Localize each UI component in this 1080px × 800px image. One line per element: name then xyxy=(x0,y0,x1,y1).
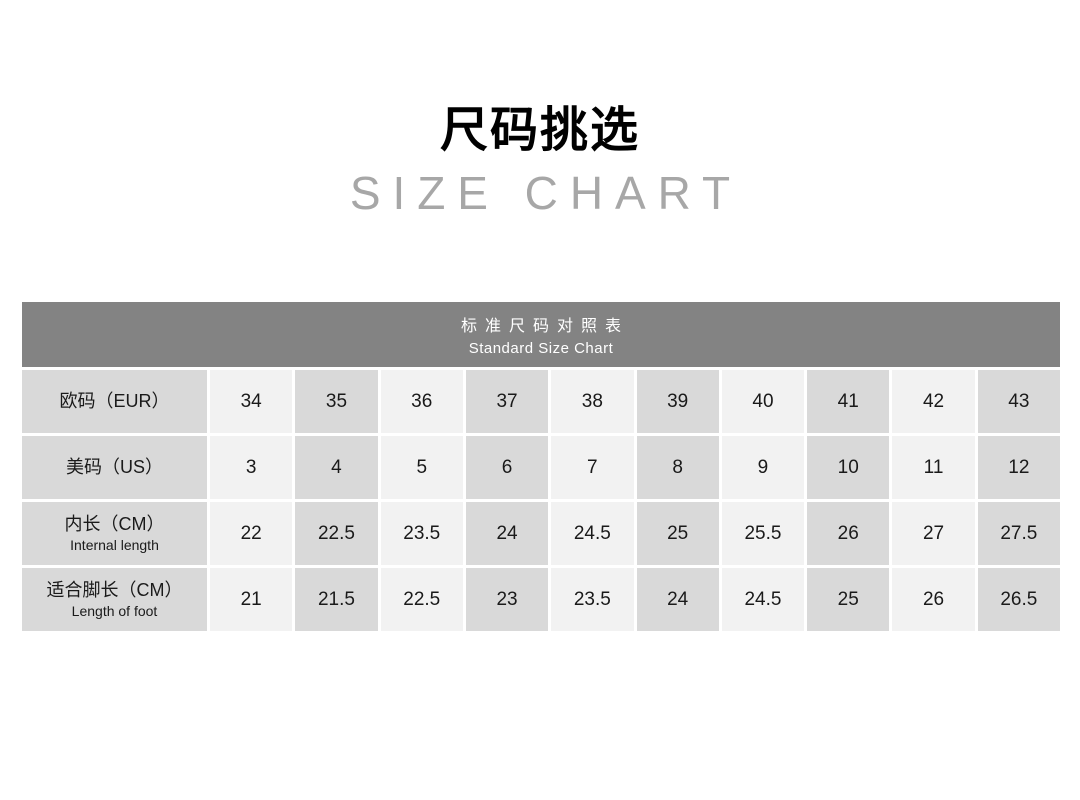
table-grid: 欧码（EUR） 34 35 36 37 38 39 40 41 42 43 美码（US） 3 4 5 6 7 8 9… xyxy=(22,370,1060,631)
table-header-title-zh: 标准尺码对照表 xyxy=(460,318,629,335)
size-value-cell: 36 xyxy=(380,370,463,433)
size-value-cell: 27 xyxy=(892,502,975,565)
page-subtitle: SIZE CHART xyxy=(349,167,743,219)
row-label-zh: 适合脚长（CM） xyxy=(46,579,183,600)
size-value-cell: 24.5 xyxy=(551,502,634,565)
size-value-cell: 40 xyxy=(721,370,805,433)
size-value-cell: 23.5 xyxy=(551,568,634,631)
size-value-cell: 24.5 xyxy=(721,568,805,631)
page-title: 尺码挑选 xyxy=(439,104,640,157)
row-label: 适合脚长（CM） Length of foot xyxy=(22,568,207,631)
size-chart-table: 标准尺码对照表 Standard Size Chart 欧码（EUR） 34 35 3… xyxy=(22,302,1060,631)
size-value-cell: 21 xyxy=(210,568,293,631)
size-value-cell: 39 xyxy=(636,370,719,433)
size-value-cell: 23 xyxy=(465,568,549,631)
size-value-cell: 6 xyxy=(465,436,549,499)
row-label-zh: 美码（US） xyxy=(65,456,163,477)
row-label-en: Internal length xyxy=(70,537,159,554)
size-value-cell: 21.5 xyxy=(295,568,378,631)
row-label: 内长（CM） Internal length xyxy=(22,502,207,565)
size-value-cell: 43 xyxy=(977,370,1060,433)
size-value-cell: 5 xyxy=(380,436,463,499)
size-value-cell: 9 xyxy=(721,436,805,499)
size-value-cell: 26 xyxy=(892,568,975,631)
size-value-cell: 42 xyxy=(892,370,975,433)
size-value-cell: 37 xyxy=(465,370,549,433)
size-value-cell: 25 xyxy=(807,568,890,631)
row-label-zh: 欧码（EUR） xyxy=(59,390,170,411)
size-value-cell: 41 xyxy=(807,370,890,433)
row-label-en: Length of foot xyxy=(71,603,158,620)
size-value-cell: 27.5 xyxy=(977,502,1060,565)
size-value-cell: 34 xyxy=(210,370,293,433)
size-value-cell: 38 xyxy=(551,370,634,433)
size-value-cell: 10 xyxy=(807,436,890,499)
size-value-cell: 23.5 xyxy=(380,502,463,565)
row-label: 美码（US） xyxy=(22,436,207,499)
size-value-cell: 8 xyxy=(636,436,719,499)
size-value-cell: 3 xyxy=(210,436,293,499)
size-value-cell: 35 xyxy=(295,370,378,433)
size-value-cell: 22.5 xyxy=(295,502,378,565)
size-value-cell: 25 xyxy=(636,502,719,565)
size-value-cell: 12 xyxy=(977,436,1060,499)
size-value-cell: 7 xyxy=(551,436,634,499)
size-value-cell: 4 xyxy=(295,436,378,499)
size-value-cell: 25.5 xyxy=(721,502,805,565)
size-value-cell: 24 xyxy=(636,568,719,631)
table-header-title-en: Standard Size Chart xyxy=(468,340,614,357)
size-value-cell: 24 xyxy=(465,502,549,565)
size-value-cell: 22 xyxy=(210,502,293,565)
size-value-cell: 26 xyxy=(807,502,890,565)
table-header: 标准尺码对照表 Standard Size Chart xyxy=(22,302,1060,367)
size-value-cell: 22.5 xyxy=(380,568,463,631)
size-value-cell: 11 xyxy=(892,436,975,499)
row-label-zh: 内长（CM） xyxy=(64,513,165,534)
size-value-cell: 26.5 xyxy=(977,568,1060,631)
row-label: 欧码（EUR） xyxy=(22,370,207,433)
